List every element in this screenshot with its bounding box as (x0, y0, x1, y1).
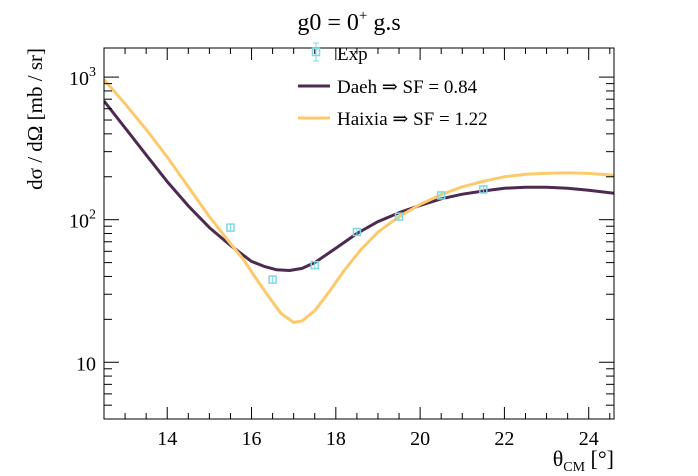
y-axis: 10 102 103 (69, 65, 614, 420)
exp-marker (436, 191, 446, 200)
series-line-daeh (104, 100, 614, 272)
exp-point (352, 227, 362, 237)
experiment-points-layer (226, 185, 488, 284)
plot-area (104, 78, 614, 324)
legend-label-exp: Exp (337, 44, 368, 65)
series-line-haixia (104, 78, 614, 324)
x-tick-label: 18 (326, 428, 346, 450)
exp-point (394, 212, 404, 221)
exp-point (479, 185, 488, 194)
x-tick-label: 16 (242, 428, 262, 450)
exp-marker (268, 275, 277, 284)
chart-title: g0 = 0+ g.s (297, 8, 400, 36)
exp-point (310, 260, 319, 270)
legend-label-daeh: Daeh ⇒ SF = 0.84 (337, 77, 478, 98)
x-tick-label: 20 (410, 428, 430, 450)
legend-label-haixia: Haixia ⇒ SF = 1.22 (337, 109, 488, 130)
y-tick-label: 10 (76, 353, 96, 375)
curves-layer (104, 78, 614, 324)
exp-point (436, 191, 446, 200)
legend: Exp Daeh ⇒ SF = 0.84 Haixia ⇒ SF = 1.22 (298, 42, 488, 130)
x-tick-label: 14 (157, 428, 177, 450)
x-tick-label: 24 (579, 428, 599, 450)
exp-point (226, 223, 235, 232)
exp-marker (352, 227, 362, 237)
y-tick-label: 103 (69, 65, 96, 90)
exp-marker (394, 212, 404, 221)
x-tick-label: 22 (494, 428, 514, 450)
exp-marker (479, 185, 488, 194)
y-tick-label: 102 (69, 208, 96, 233)
y-axis-label: dσ / dΩ [mb / sr] (23, 48, 47, 190)
exp-point (268, 275, 277, 284)
exp-marker (226, 223, 235, 232)
x-axis-label: θCM [°] (553, 446, 614, 475)
exp-marker (310, 260, 319, 270)
x-axis: 14 16 18 20 22 24 (124, 48, 611, 450)
legend-exp-marker (311, 47, 321, 57)
